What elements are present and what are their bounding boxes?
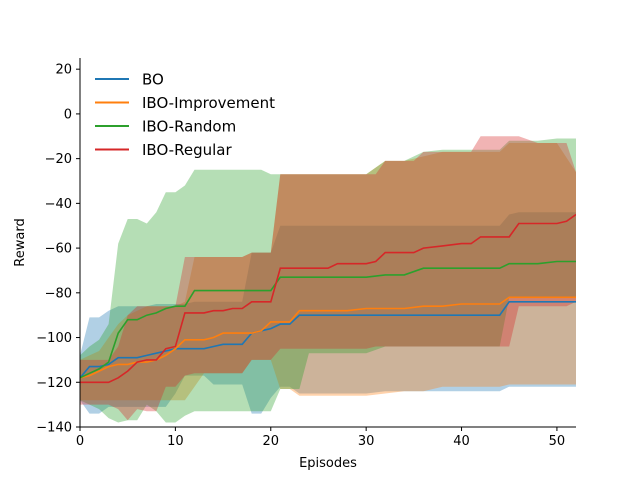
bo-line bbox=[80, 300, 576, 379]
x-tick-label: 20 bbox=[262, 434, 279, 449]
legend-label: IBO-Random bbox=[142, 118, 236, 136]
confidence-bands bbox=[80, 136, 576, 423]
y-axis-label: Reward bbox=[13, 218, 28, 266]
y-tick-label: −80 bbox=[45, 286, 72, 301]
x-axis-label: Episodes bbox=[299, 456, 357, 471]
x-tick-label: 10 bbox=[167, 434, 184, 449]
legend-item-ibo-regular: IBO-Regular bbox=[95, 141, 232, 159]
legend-item-ibo-random: IBO-Random bbox=[95, 118, 236, 136]
y-tick-label: −100 bbox=[36, 331, 72, 346]
y-tick-label: 0 bbox=[64, 107, 72, 122]
x-tick-label: 40 bbox=[453, 434, 470, 449]
legend-item-bo: BO bbox=[95, 71, 164, 89]
ibo-random-band bbox=[80, 138, 576, 423]
ibo-random-line bbox=[80, 260, 576, 379]
legend-item-ibo-improvement: IBO-Improvement bbox=[95, 94, 275, 112]
legend-label: IBO-Improvement bbox=[142, 94, 275, 112]
axes bbox=[79, 58, 576, 428]
y-tick-label: −40 bbox=[45, 197, 72, 212]
legend: BO IBO-Improvement IBO-Random IBO-Regular bbox=[95, 71, 275, 159]
y-tick-label: −140 bbox=[36, 421, 72, 436]
y-tick-label: −60 bbox=[45, 242, 72, 257]
legend-label: IBO-Regular bbox=[142, 141, 232, 159]
x-tick-label: 0 bbox=[76, 434, 84, 449]
y-tick-label: −120 bbox=[36, 376, 72, 391]
bo-band bbox=[80, 212, 576, 414]
ticks: 0 10 20 30 40 50 −140 −120 −100 −80 −60 −40 −20 0 20 bbox=[36, 63, 565, 449]
series-lines bbox=[80, 213, 576, 384]
y-tick-label: −20 bbox=[45, 152, 72, 167]
legend-label: BO bbox=[142, 71, 164, 89]
ibo-improvement-line bbox=[80, 296, 576, 379]
ibo-improvement-band bbox=[80, 143, 576, 401]
x-tick-label: 50 bbox=[549, 434, 566, 449]
x-tick-label: 30 bbox=[358, 434, 375, 449]
ibo-regular-line bbox=[80, 213, 576, 384]
y-tick-label: 20 bbox=[55, 63, 72, 78]
